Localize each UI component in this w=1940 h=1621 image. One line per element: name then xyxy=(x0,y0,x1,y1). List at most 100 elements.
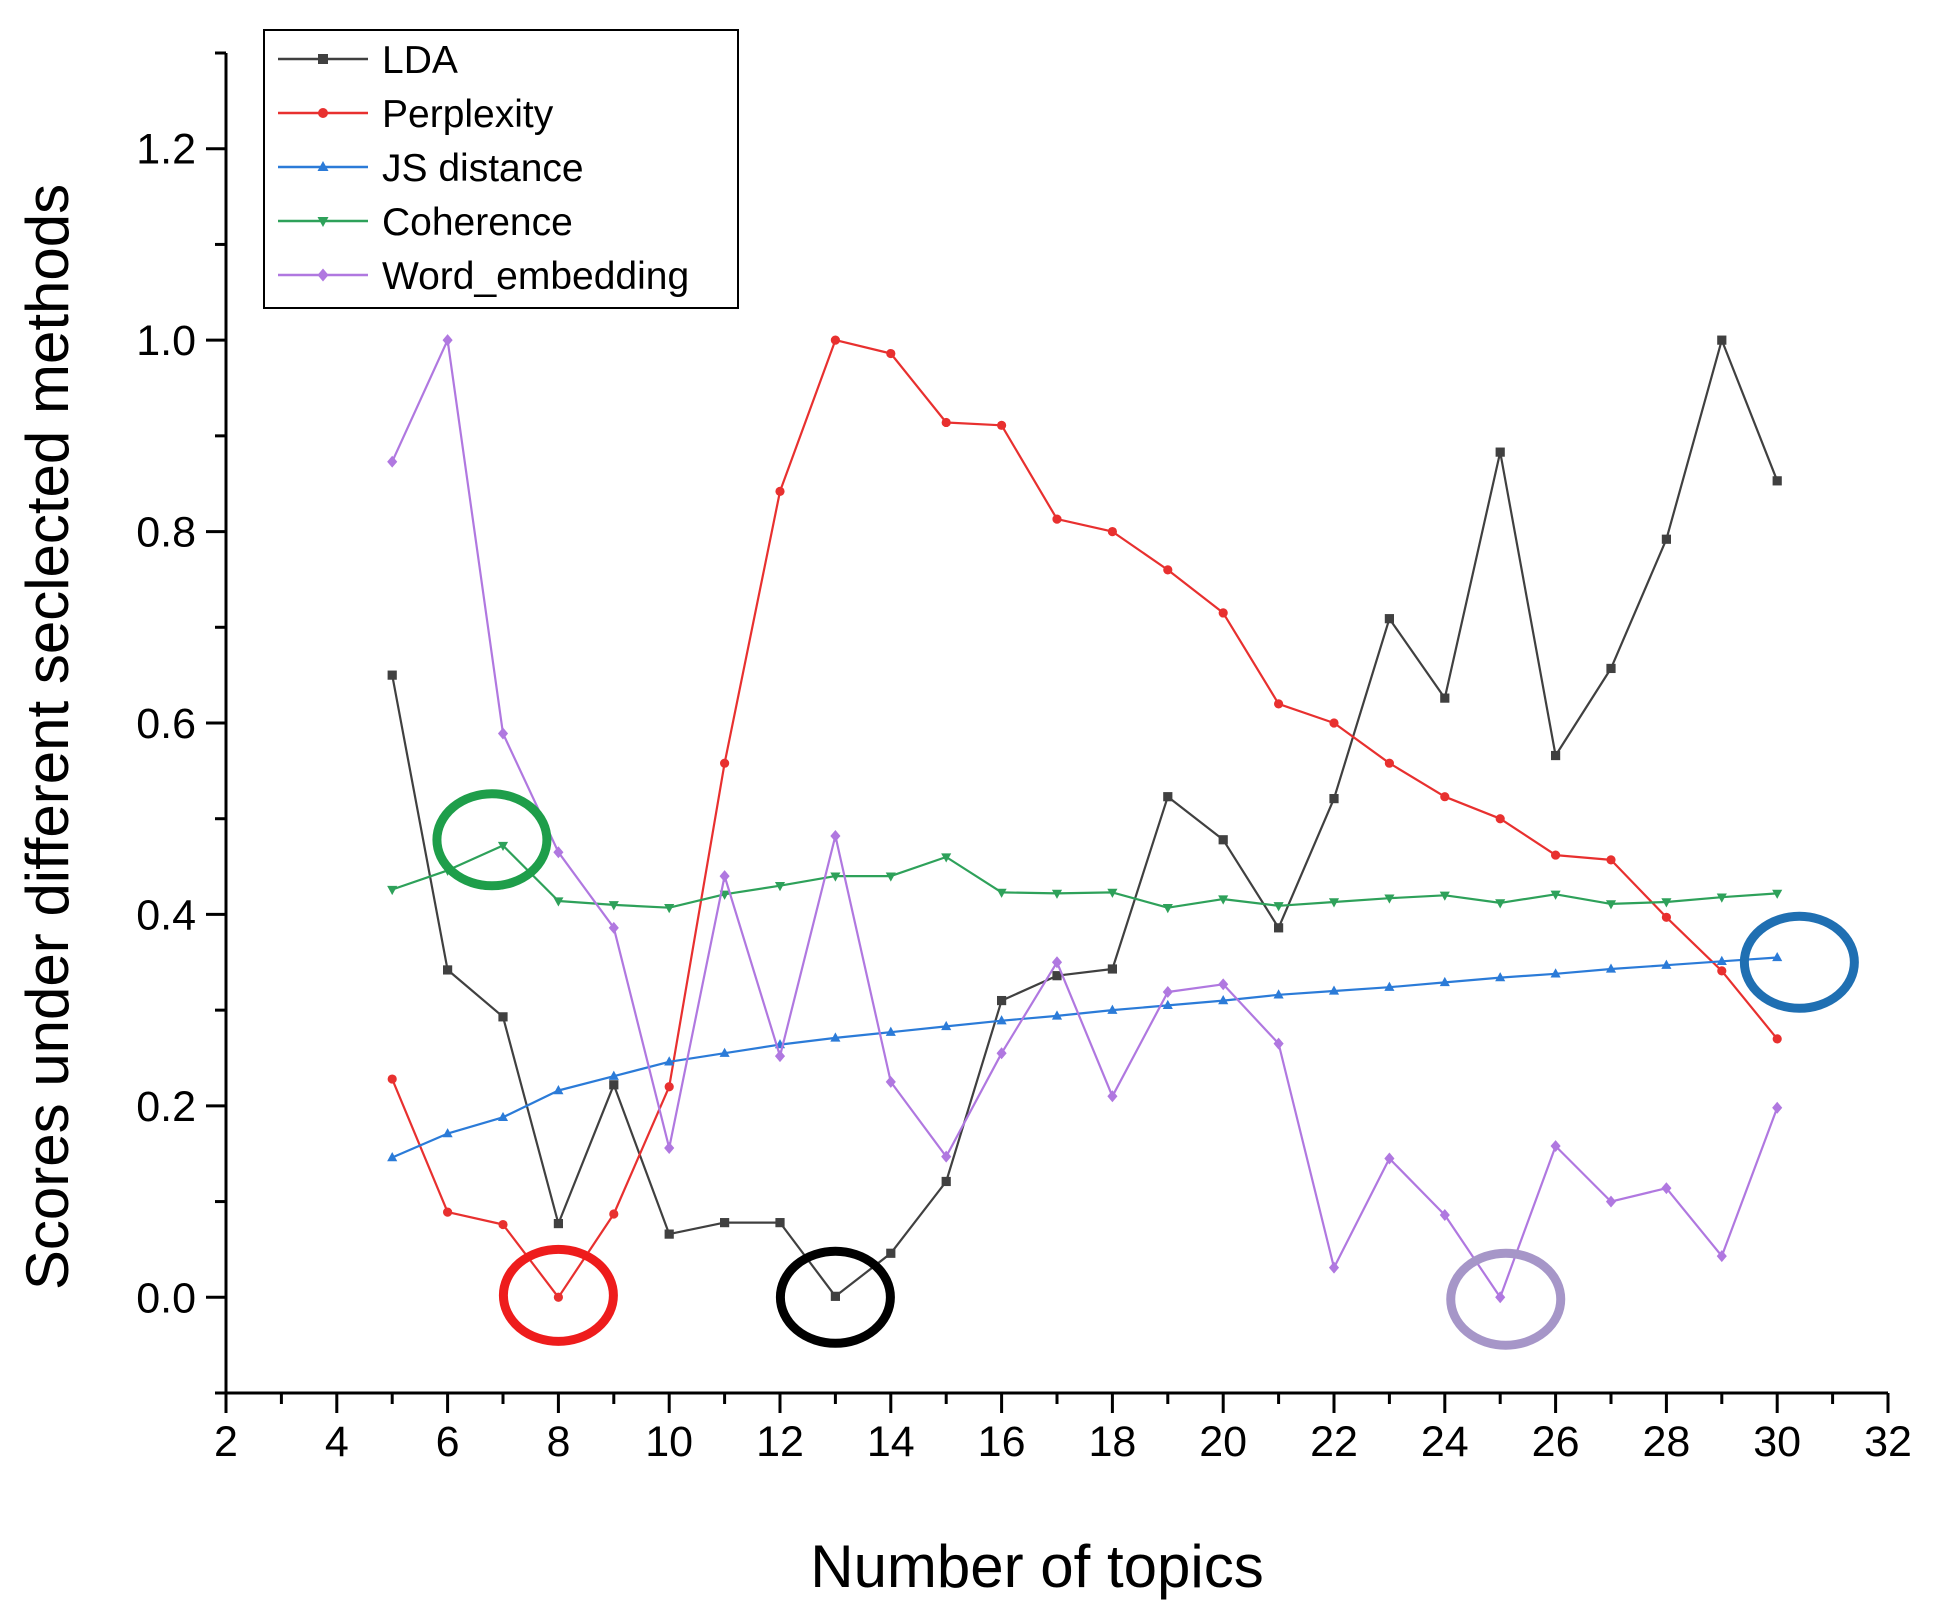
data-point-word-embedding[interactable] xyxy=(719,870,730,883)
data-point-coherence[interactable] xyxy=(1107,888,1118,898)
legend-item-js-distance[interactable]: JS distance xyxy=(278,147,584,190)
data-point-coherence[interactable] xyxy=(1051,889,1063,899)
data-point-perplexity[interactable] xyxy=(1107,526,1118,537)
data-point-word-embedding[interactable] xyxy=(830,829,841,842)
data-point-word-embedding[interactable] xyxy=(1605,1195,1617,1208)
data-point-coherence[interactable] xyxy=(1439,891,1450,901)
data-point-perplexity[interactable] xyxy=(1329,718,1339,728)
data-point-word-embedding[interactable] xyxy=(1772,1101,1783,1114)
data-point-coherence[interactable] xyxy=(1605,900,1617,910)
data-point-lda[interactable] xyxy=(1551,750,1561,761)
data-point-word-embedding[interactable] xyxy=(1051,956,1063,969)
data-point-js-distance[interactable] xyxy=(608,1070,619,1080)
data-point-js-distance[interactable] xyxy=(1439,976,1450,987)
data-point-coherence[interactable] xyxy=(1384,894,1395,904)
data-point-coherence[interactable] xyxy=(941,853,952,863)
series-line-word-embedding[interactable] xyxy=(391,339,1779,1299)
data-point-word-embedding[interactable] xyxy=(1716,1250,1727,1263)
series-perplexity[interactable] xyxy=(387,335,1782,1302)
data-point-lda[interactable] xyxy=(775,1218,785,1228)
data-point-lda[interactable] xyxy=(1384,614,1394,624)
data-point-coherence[interactable] xyxy=(885,872,896,882)
data-point-perplexity[interactable] xyxy=(1163,565,1173,575)
data-point-word-embedding[interactable] xyxy=(996,1047,1007,1060)
series-lda[interactable] xyxy=(387,335,1782,1301)
data-point-lda[interactable] xyxy=(1107,964,1117,974)
data-point-lda[interactable] xyxy=(1717,335,1727,345)
data-point-lda[interactable] xyxy=(720,1218,730,1228)
data-point-perplexity[interactable] xyxy=(1274,699,1284,709)
legend[interactable]: LDA Perplexity JS distance Coherence Word_em… xyxy=(263,29,739,309)
data-point-perplexity[interactable] xyxy=(775,486,785,496)
data-point-lda[interactable] xyxy=(609,1080,619,1090)
data-point-coherence[interactable] xyxy=(1661,898,1672,908)
data-point-perplexity[interactable] xyxy=(830,335,840,345)
data-point-coherence[interactable] xyxy=(1162,904,1173,914)
data-point-lda[interactable] xyxy=(443,965,453,975)
data-point-perplexity[interactable] xyxy=(1384,758,1394,768)
data-point-lda[interactable] xyxy=(1218,835,1228,845)
data-point-lda[interactable] xyxy=(997,995,1007,1006)
data-point-coherence[interactable] xyxy=(387,885,398,896)
data-point-coherence[interactable] xyxy=(608,901,619,911)
data-point-js-distance[interactable] xyxy=(1661,959,1672,969)
data-point-lda[interactable] xyxy=(830,1291,840,1301)
data-point-lda[interactable] xyxy=(1661,534,1671,544)
series-word-embedding[interactable] xyxy=(387,334,1783,1304)
data-point-js-distance[interactable] xyxy=(1384,981,1395,991)
data-point-js-distance[interactable] xyxy=(1605,963,1617,973)
data-point-perplexity[interactable] xyxy=(886,348,896,359)
data-point-perplexity[interactable] xyxy=(443,1207,453,1217)
data-point-lda[interactable] xyxy=(553,1218,563,1229)
data-point-coherence[interactable] xyxy=(1772,889,1783,899)
data-point-perplexity[interactable] xyxy=(1218,608,1228,618)
data-point-js-distance[interactable] xyxy=(387,1152,398,1162)
data-point-perplexity[interactable] xyxy=(1717,966,1727,976)
series-line-perplexity[interactable] xyxy=(391,339,1779,1299)
legend-item-word-embedding[interactable]: Word_embedding xyxy=(278,255,689,298)
data-point-perplexity[interactable] xyxy=(553,1292,563,1302)
data-point-lda[interactable] xyxy=(941,1176,951,1187)
data-point-coherence[interactable] xyxy=(1218,895,1229,905)
data-point-js-distance[interactable] xyxy=(1495,972,1506,982)
data-point-lda[interactable] xyxy=(886,1248,896,1258)
data-point-lda[interactable] xyxy=(664,1229,674,1239)
data-point-js-distance[interactable] xyxy=(1218,995,1229,1005)
data-point-js-distance[interactable] xyxy=(1550,968,1561,978)
data-point-coherence[interactable] xyxy=(1273,902,1284,912)
data-point-word-embedding[interactable] xyxy=(1550,1140,1561,1153)
legend-item-coherence[interactable]: Coherence xyxy=(278,201,573,244)
data-point-word-embedding[interactable] xyxy=(442,334,453,347)
data-point-coherence[interactable] xyxy=(553,897,564,907)
data-point-perplexity[interactable] xyxy=(1661,912,1671,922)
data-point-perplexity[interactable] xyxy=(664,1082,674,1092)
data-point-word-embedding[interactable] xyxy=(1218,978,1229,991)
data-point-perplexity[interactable] xyxy=(609,1209,619,1219)
data-point-word-embedding[interactable] xyxy=(497,727,509,740)
data-point-lda[interactable] xyxy=(1772,476,1782,486)
data-point-word-embedding[interactable] xyxy=(1328,1261,1340,1274)
data-point-word-embedding[interactable] xyxy=(608,921,619,934)
data-point-word-embedding[interactable] xyxy=(1661,1182,1672,1195)
data-point-coherence[interactable] xyxy=(830,872,841,882)
data-point-js-distance[interactable] xyxy=(885,1026,896,1036)
series-line-coherence[interactable] xyxy=(391,844,1778,909)
data-point-js-distance[interactable] xyxy=(1772,951,1783,962)
series-line-lda[interactable] xyxy=(391,339,1779,1298)
data-point-perplexity[interactable] xyxy=(1606,855,1616,865)
data-point-perplexity[interactable] xyxy=(1440,792,1450,802)
data-point-lda[interactable] xyxy=(1495,447,1505,457)
data-point-js-distance[interactable] xyxy=(1051,1010,1063,1020)
data-point-word-embedding[interactable] xyxy=(1162,985,1173,998)
data-point-word-embedding[interactable] xyxy=(1107,1090,1118,1103)
data-point-word-embedding[interactable] xyxy=(885,1075,896,1088)
data-point-word-embedding[interactable] xyxy=(774,1050,786,1063)
series-coherence[interactable] xyxy=(387,841,1783,914)
data-point-lda[interactable] xyxy=(1440,693,1450,703)
data-point-word-embedding[interactable] xyxy=(1439,1208,1450,1221)
data-point-js-distance[interactable] xyxy=(664,1056,675,1066)
data-point-perplexity[interactable] xyxy=(941,417,951,428)
data-point-word-embedding[interactable] xyxy=(1495,1291,1506,1304)
data-point-coherence[interactable] xyxy=(1495,899,1506,909)
data-point-word-embedding[interactable] xyxy=(1273,1037,1284,1050)
